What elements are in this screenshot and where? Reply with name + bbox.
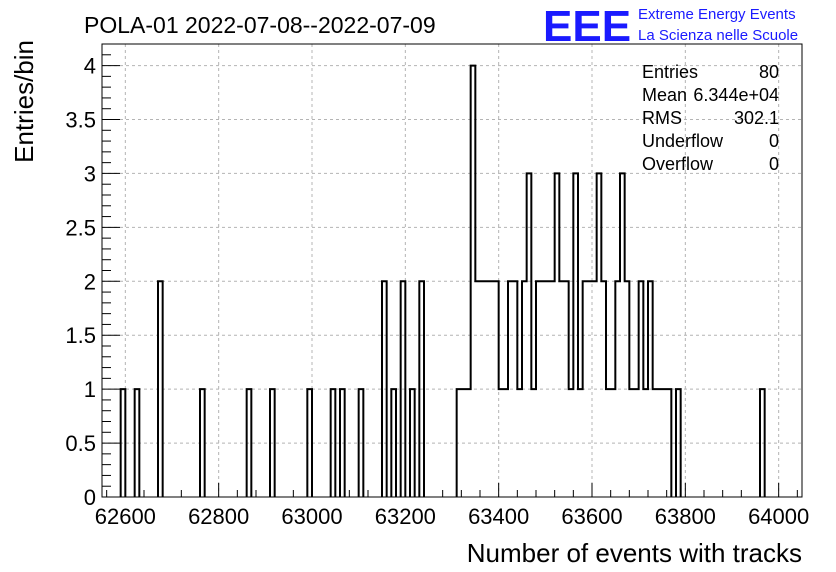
x-tick-label: 63000	[281, 504, 342, 529]
x-tick-label: 63800	[655, 504, 716, 529]
stat-value: 6.344e+04	[693, 85, 779, 105]
y-tick-label: 1.5	[65, 323, 96, 348]
logo-line-2: La Scienza nelle Scuole	[638, 27, 798, 44]
histogram-bar	[541, 281, 546, 497]
logo-line-1: Extreme Energy Events	[638, 6, 796, 23]
stat-value: 80	[759, 62, 779, 82]
axes: 62600 62800 63000 63200 63400 63600 63800 64000…	[65, 43, 809, 529]
x-axis-label: Number of events with tracks	[467, 538, 802, 568]
y-tick-label: 2	[84, 269, 96, 294]
histogram-bar	[485, 281, 490, 497]
histogram-bar	[653, 389, 658, 497]
y-tick-label: 1	[84, 377, 96, 402]
histogram-bar	[480, 281, 485, 497]
histogram-bar	[629, 389, 634, 497]
histogram-bar	[475, 281, 480, 497]
histogram-bar	[550, 281, 555, 497]
y-tick-label: 0	[84, 485, 96, 510]
histogram-outline	[119, 64, 766, 497]
histogram-bar	[662, 389, 667, 497]
histogram-bar	[517, 389, 522, 497]
histogram-bar	[611, 389, 616, 497]
histogram-bar	[606, 389, 611, 497]
eee-logo-mark: EEE	[543, 2, 631, 51]
histogram-bar	[559, 281, 564, 497]
histogram-bar	[634, 389, 639, 497]
x-tick-label: 63600	[561, 504, 622, 529]
stat-value: 302.1	[734, 108, 779, 128]
histogram-bar	[657, 389, 662, 497]
stat-value: 0	[769, 154, 779, 174]
stat-value: 0	[769, 131, 779, 151]
histogram-bar	[643, 389, 648, 497]
y-axis-label: Entries/bin	[9, 40, 39, 163]
histogram-bar	[489, 281, 494, 497]
histogram-bar	[545, 281, 550, 497]
histogram-bar	[466, 389, 471, 497]
eee-logo: EEE Extreme Energy Events La Scienza nel…	[543, 2, 798, 51]
y-tick-label: 0.5	[65, 431, 96, 456]
chart-title: POLA-01 2022-07-08--2022-07-09	[84, 12, 436, 38]
x-tick-label: 62600	[95, 504, 156, 529]
stat-label: RMS	[642, 108, 682, 128]
y-tick-label: 4	[84, 54, 96, 79]
histogram-bar	[503, 389, 508, 497]
x-tick-label: 62800	[188, 504, 249, 529]
histogram-bar	[592, 281, 597, 497]
y-tick-label: 3.5	[65, 108, 96, 133]
stats-box: Entries 80 Mean 6.344e+04 RMS 302.1 Underflow 0…	[642, 62, 779, 174]
stat-label: Entries	[642, 62, 698, 82]
histogram-bar	[569, 389, 574, 497]
histogram-bar	[531, 389, 536, 497]
histogram-bar	[578, 389, 583, 497]
stat-label: Underflow	[642, 131, 724, 151]
x-tick-label: 63200	[375, 504, 436, 529]
stat-label: Mean	[642, 85, 687, 105]
x-tick-label: 63400	[468, 504, 529, 529]
y-tick-label: 3	[84, 161, 96, 186]
histogram-bar	[587, 281, 592, 497]
x-tick-label: 64000	[748, 504, 809, 529]
stat-label: Overflow	[642, 154, 714, 174]
histogram-bar	[461, 389, 466, 497]
histogram-bar	[499, 389, 504, 497]
y-tick-label: 2.5	[65, 215, 96, 240]
